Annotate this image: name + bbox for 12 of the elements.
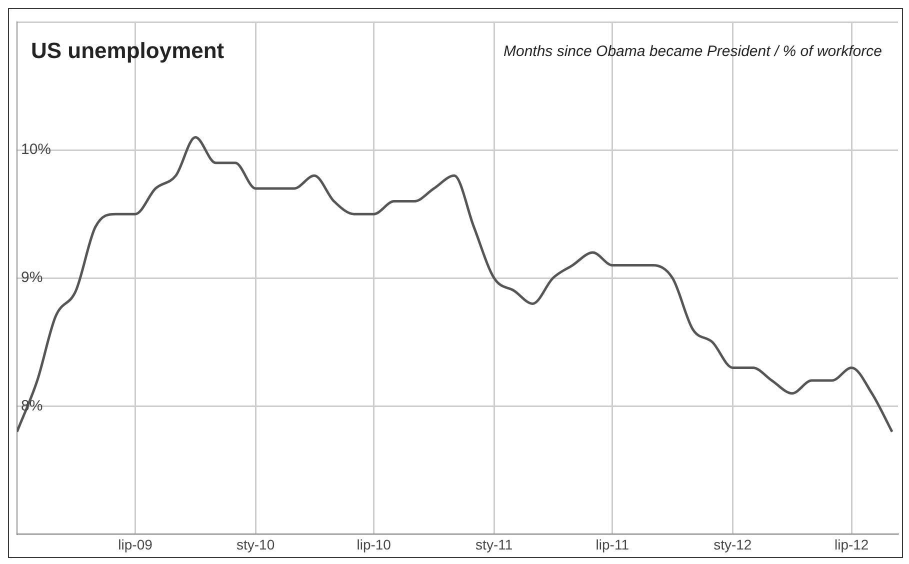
x-tick-label: sty-12 — [714, 536, 752, 552]
x-tick-label: lip-12 — [834, 536, 869, 552]
y-tick-label: 10% — [21, 141, 52, 158]
text: Months since Obama became President / % of workforce — [503, 43, 882, 60]
x-tick-label: sty-11 — [476, 536, 513, 552]
x-tick-label: lip-10 — [356, 536, 392, 552]
text: US unemployment — [31, 38, 225, 64]
x-tick-label: lip-09 — [118, 536, 153, 552]
line-series — [17, 136, 894, 434]
y-tick-label: 9% — [21, 269, 43, 286]
x-tick-label: sty-10 — [236, 536, 275, 552]
x-tick-label: lip-11 — [596, 536, 630, 552]
